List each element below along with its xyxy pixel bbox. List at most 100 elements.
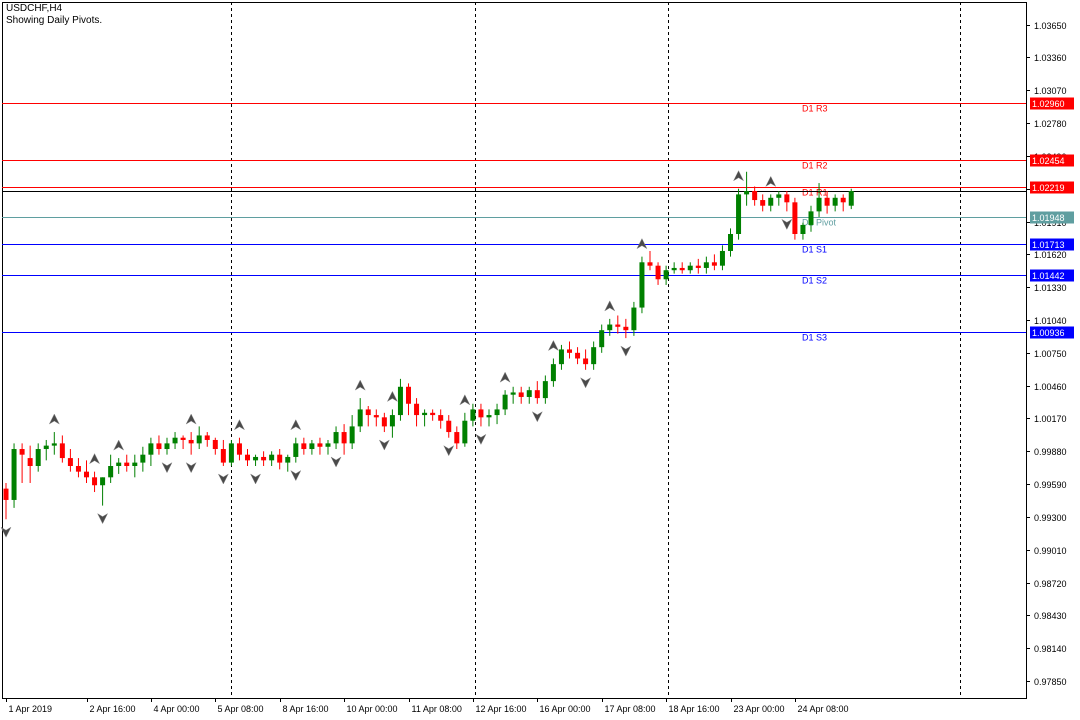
candle-body xyxy=(736,194,742,234)
candle-body xyxy=(478,409,484,418)
fractal-up-arrow xyxy=(185,413,197,425)
candle-body xyxy=(631,307,637,331)
candle-body xyxy=(19,449,25,455)
x-tick-label: 10 Apr 00:00 xyxy=(347,704,398,714)
candle-body xyxy=(245,454,250,461)
candle-body xyxy=(647,262,653,266)
x-tick-label: 5 Apr 08:00 xyxy=(218,704,264,714)
pivot-price-tag xyxy=(1030,154,1074,167)
candle-body xyxy=(92,477,98,486)
pivot-price-tag-text: 1.02219 xyxy=(1032,183,1065,193)
candle-body xyxy=(430,412,436,416)
candle-body xyxy=(744,190,750,195)
fractal-up-arrow xyxy=(732,170,745,182)
candle-body xyxy=(422,412,428,416)
candle-body xyxy=(615,324,621,327)
fractal-up-arrow xyxy=(113,439,125,451)
fractal-up-arrow xyxy=(233,419,246,431)
candle-body xyxy=(703,262,709,268)
fractal-down-arrow xyxy=(185,462,197,474)
candle-body xyxy=(349,426,355,444)
candle-body xyxy=(51,443,57,446)
candle-body xyxy=(518,392,524,397)
candle-body xyxy=(389,415,395,427)
candle-body xyxy=(333,432,339,444)
y-tick-label: 0.99590 xyxy=(1034,480,1067,490)
pivot-line-label: D1 S3 xyxy=(802,333,827,343)
chart-symbol: USDCHF,H4 xyxy=(6,3,63,14)
candle-body xyxy=(719,250,725,266)
x-tick-label: 23 Apr 00:00 xyxy=(734,704,785,714)
x-tick-label: 12 Apr 16:00 xyxy=(476,704,527,714)
candle-body xyxy=(261,456,267,461)
fractal-down-arrow xyxy=(96,512,109,525)
candle-body xyxy=(3,488,9,500)
fractal-down-arrow xyxy=(0,526,12,538)
candle-body xyxy=(100,477,106,486)
y-tick-label: 1.03360 xyxy=(1034,53,1067,63)
candle-body xyxy=(204,435,210,440)
candle-body xyxy=(695,265,701,268)
candle-body xyxy=(116,462,122,466)
x-tick-label: 16 Apr 00:00 xyxy=(540,704,591,714)
candle-body xyxy=(357,409,363,427)
x-tick-label: 17 Apr 08:00 xyxy=(605,704,656,714)
fractal-up-arrow xyxy=(499,371,511,383)
candle-body xyxy=(663,270,669,280)
fractal-down-arrow xyxy=(249,473,262,485)
pivot-price-tag-text: 1.01442 xyxy=(1032,271,1065,281)
x-tick-label: 18 Apr 16:00 xyxy=(669,704,720,714)
candle-body xyxy=(671,267,677,271)
candle-body xyxy=(454,432,460,444)
candle-body xyxy=(687,265,693,271)
pivot-price-tag xyxy=(1030,326,1074,339)
pivot-price-tag xyxy=(1030,238,1074,251)
fractal-down-arrow xyxy=(443,445,455,457)
candle-body xyxy=(140,454,146,463)
y-tick-label: 1.02780 xyxy=(1034,119,1067,129)
candle-body xyxy=(502,394,508,410)
candle-body xyxy=(156,443,162,450)
fractal-up-arrow xyxy=(765,175,777,188)
x-tick-label: 1 Apr 2019 xyxy=(9,704,53,714)
pivot-price-tag-text: 1.00936 xyxy=(1032,328,1065,338)
fractal-up-arrow xyxy=(354,379,366,391)
candle-body xyxy=(542,381,548,399)
y-tick-label: 0.99880 xyxy=(1034,447,1067,457)
fractal-down-arrow xyxy=(161,462,173,474)
y-tick-label: 0.98720 xyxy=(1034,579,1067,589)
candle-body xyxy=(59,443,65,459)
pivot-line-label: D1 Pivot xyxy=(802,218,837,228)
candle-body xyxy=(550,364,556,382)
candle-body xyxy=(108,466,114,478)
candle-body xyxy=(848,190,854,206)
candle-body xyxy=(599,330,605,348)
y-tick-label: 1.00460 xyxy=(1034,382,1067,392)
pivot-price-tag-text: 1.02454 xyxy=(1032,156,1065,166)
candle-body xyxy=(365,409,371,416)
fractal-down-arrow xyxy=(620,345,632,357)
fractal-down-arrow xyxy=(781,218,793,230)
fractal-up-arrow xyxy=(48,413,60,425)
candle-body xyxy=(607,324,613,331)
pivot-line-label: D1 R1 xyxy=(802,188,828,198)
candle-body xyxy=(285,456,291,463)
candle-body xyxy=(752,190,758,201)
candle-body xyxy=(832,197,838,206)
candle-body xyxy=(446,420,452,433)
x-tick-label: 24 Apr 08:00 xyxy=(798,704,849,714)
fractal-down-arrow xyxy=(531,411,543,423)
candle-body xyxy=(486,415,492,418)
candle-body xyxy=(438,415,444,421)
candle-body xyxy=(293,443,299,457)
y-tick-label: 0.97850 xyxy=(1034,677,1067,687)
y-tick-label: 0.99010 xyxy=(1034,546,1067,556)
pivot-price-tag-text: 1.01948 xyxy=(1032,213,1065,223)
fractal-up-arrow xyxy=(290,419,302,431)
y-tick-label: 1.01040 xyxy=(1034,316,1067,326)
pivot-price-tag xyxy=(1030,97,1074,110)
candle-body xyxy=(526,390,532,397)
candle-body xyxy=(317,443,323,447)
candle-body xyxy=(567,349,572,353)
